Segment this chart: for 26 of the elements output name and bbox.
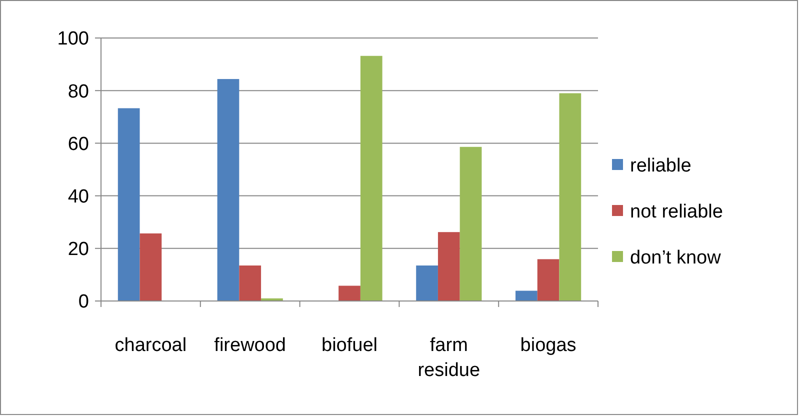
bar [217, 79, 240, 301]
legend-label: reliable [630, 156, 692, 177]
x-tick-label: farm residue [418, 335, 480, 381]
y-tick-label: 40 [68, 186, 89, 208]
bar [559, 93, 582, 301]
bar [239, 265, 262, 301]
bar [360, 56, 382, 301]
x-tick-label: biofuel [322, 335, 378, 356]
x-tick-label: charcoal [114, 335, 187, 356]
bar [338, 286, 360, 301]
bar [516, 290, 538, 301]
bar [140, 233, 162, 301]
y-tick-label: 60 [68, 134, 89, 155]
legend-label: don’t know [630, 248, 722, 269]
x-tick-label: biogas [520, 335, 576, 356]
y-tick-label: 100 [57, 28, 89, 50]
legend-label: not reliable [630, 202, 723, 223]
bar [537, 259, 560, 301]
x-tick-label: firewood [214, 335, 286, 356]
bar [460, 146, 482, 301]
bar [118, 108, 140, 301]
bar [438, 232, 460, 301]
y-tick-label: 80 [68, 81, 89, 102]
y-tick-label: 20 [68, 239, 89, 260]
y-tick-label: 0 [78, 292, 89, 313]
bar [416, 265, 438, 301]
